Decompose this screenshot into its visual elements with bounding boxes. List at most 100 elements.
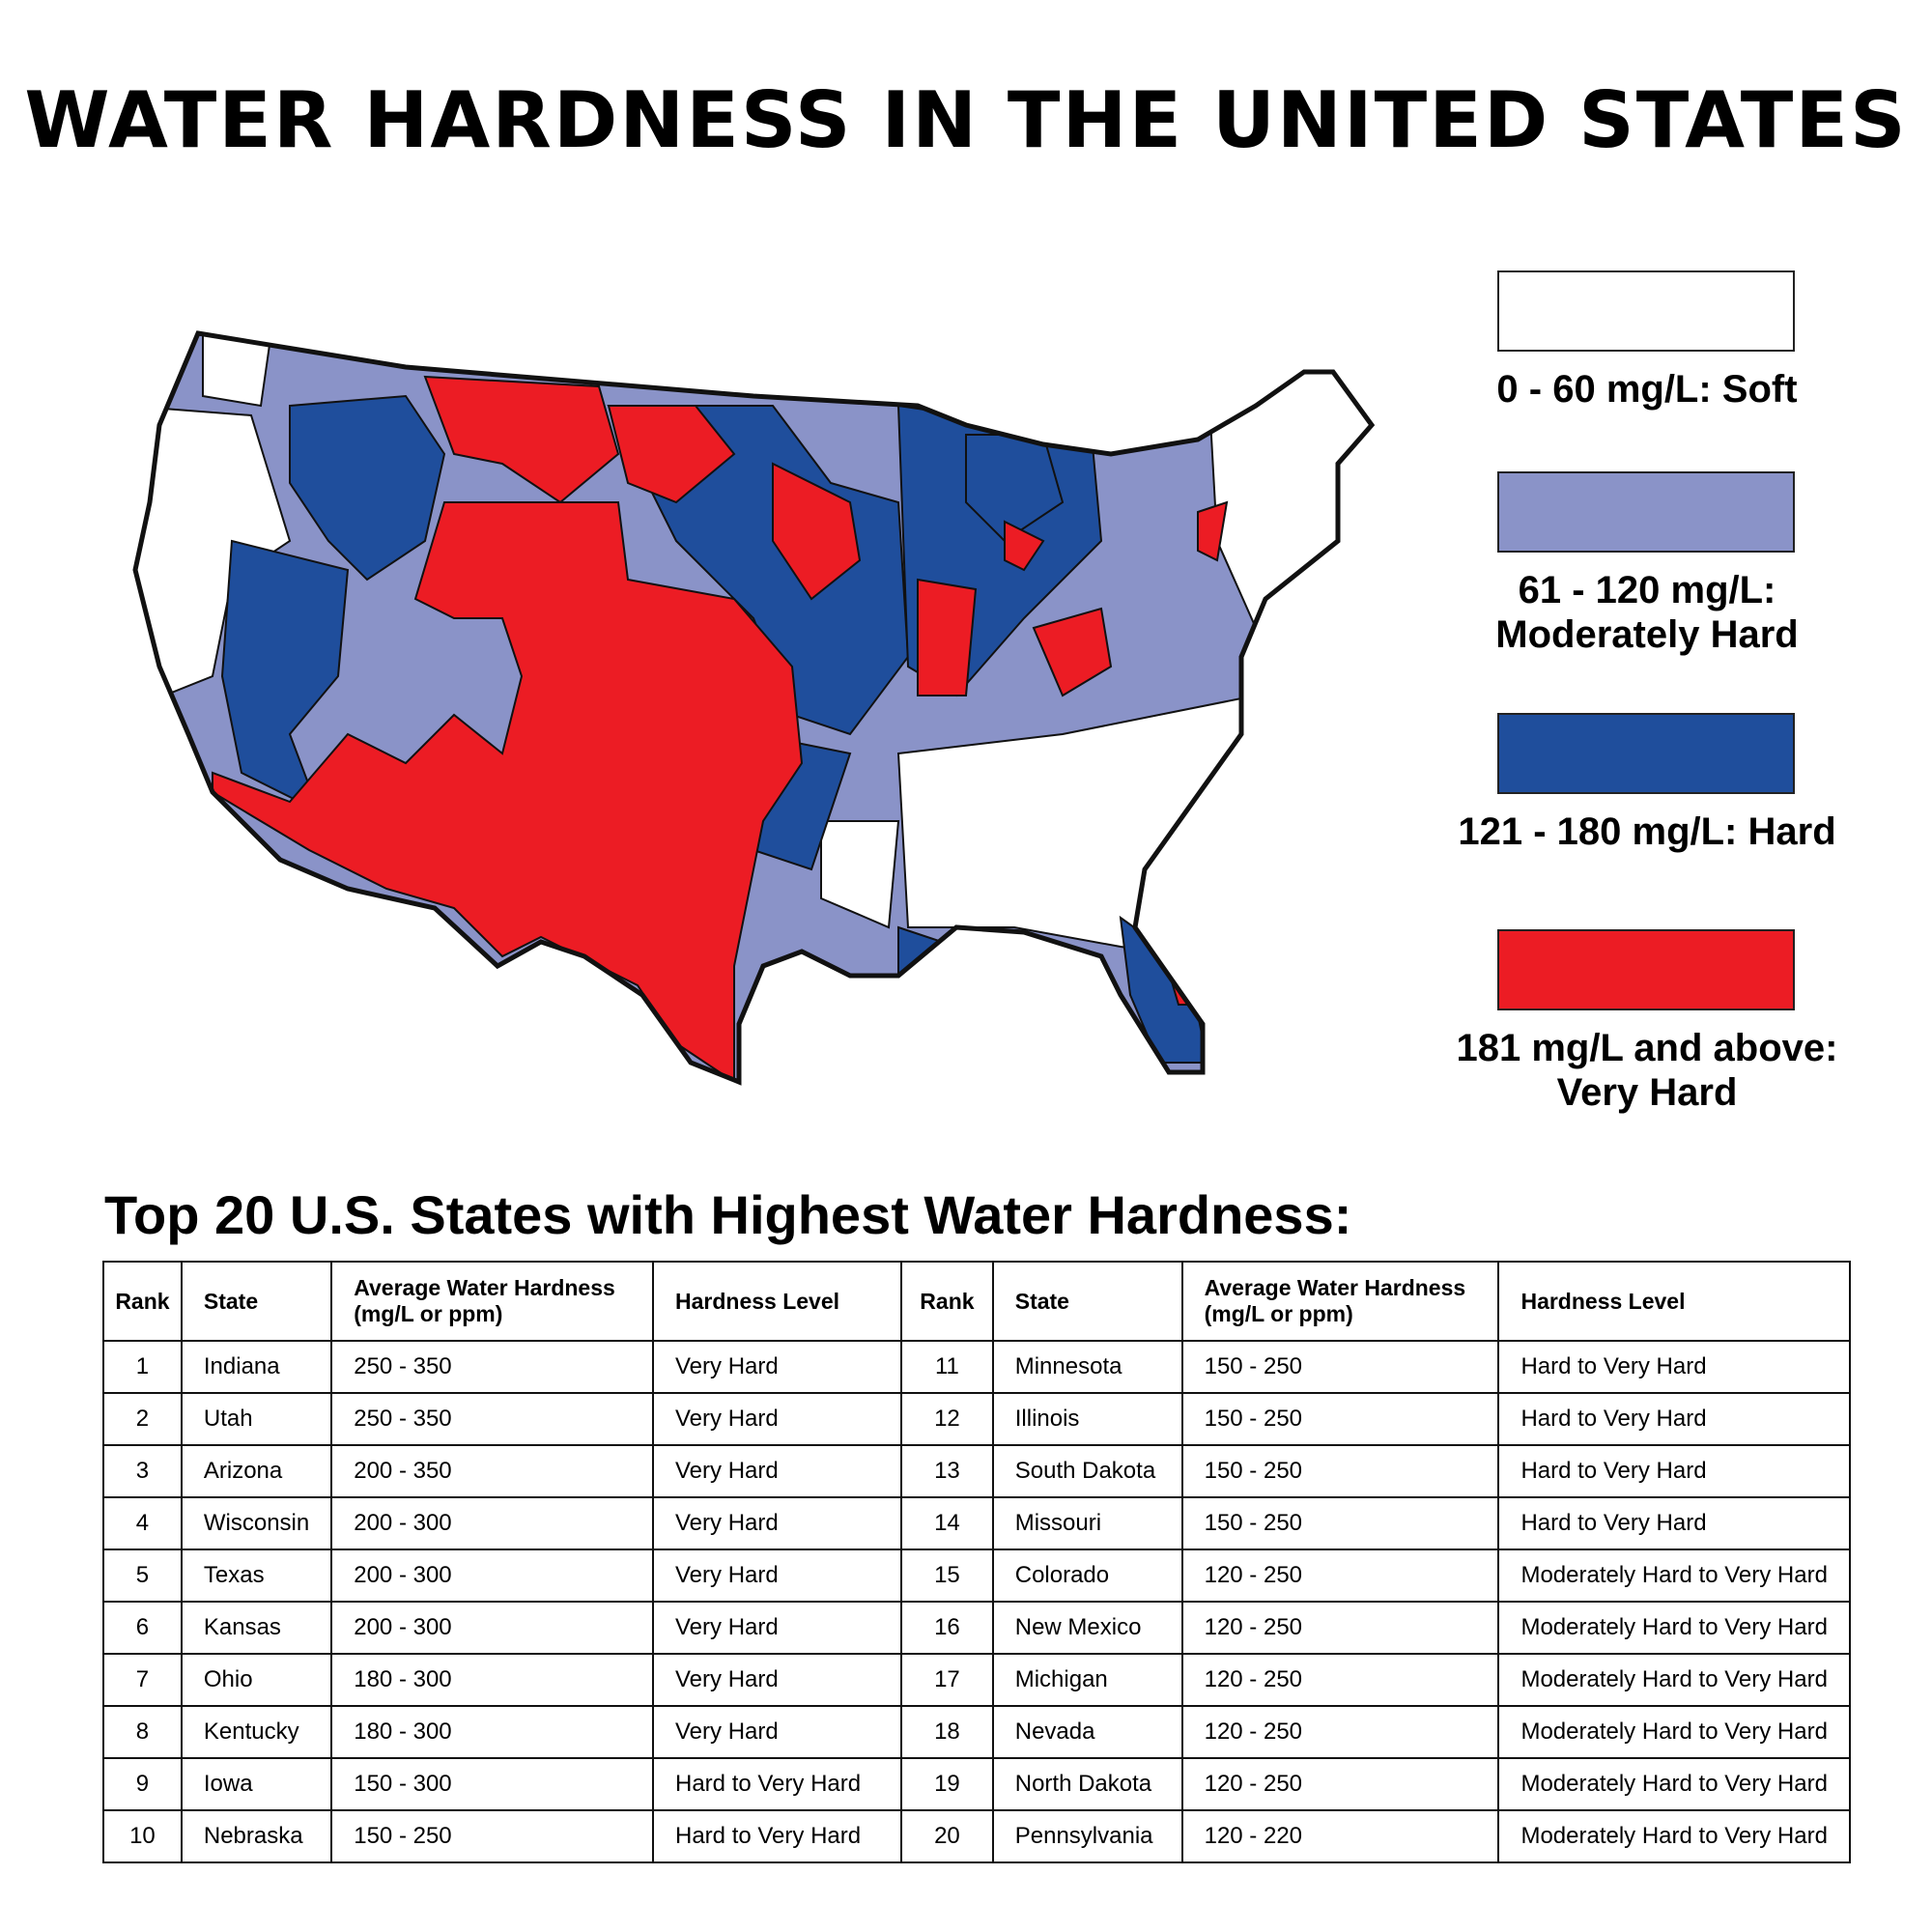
table-cell: 120 - 250: [1180, 1653, 1500, 1707]
table-cell: Nebraska: [180, 1809, 333, 1863]
table-cell: 150 - 250: [1180, 1444, 1500, 1498]
legend-label-line: Moderately Hard: [1495, 613, 1799, 656]
table-cell: 150 - 250: [1180, 1340, 1500, 1394]
column-header: Hardness Level: [651, 1261, 903, 1342]
legend-label: 181 mg/L and above: Very Hard: [1430, 1026, 1864, 1115]
hardness-region: [1032, 607, 1113, 697]
table-cell: 20: [900, 1809, 994, 1863]
table-cell: 200 - 350: [330, 1444, 654, 1498]
table-cell: 120 - 250: [1180, 1601, 1500, 1655]
table-cell: 6: [102, 1601, 183, 1655]
table-cell: Hard to Very Hard: [651, 1757, 903, 1811]
table-cell: 200 - 300: [330, 1496, 654, 1550]
table-cell: North Dakota: [991, 1757, 1183, 1811]
table-row: 7 Ohio 180 - 300 Very Hard 17 Michigan 120 - 2…: [102, 1653, 1851, 1707]
legend-swatch: [1497, 713, 1795, 794]
table-cell: 250 - 350: [330, 1340, 654, 1394]
table-cell: Very Hard: [651, 1496, 903, 1550]
table-cell: 150 - 250: [1180, 1496, 1500, 1550]
legend-swatch: [1497, 929, 1795, 1010]
table-cell: 4: [102, 1496, 183, 1550]
table-cell: Very Hard: [651, 1705, 903, 1759]
table-cell: 7: [102, 1653, 183, 1707]
legend-label-line: 61 - 120 mg/L:: [1518, 569, 1776, 611]
table-cell: Michigan: [991, 1653, 1183, 1707]
legend-label-line: 0 - 60 mg/L: Soft: [1496, 368, 1798, 411]
table-cell: Very Hard: [651, 1444, 903, 1498]
table-cell: 120 - 220: [1180, 1809, 1500, 1863]
table-cell: 12: [900, 1392, 994, 1446]
table-cell: Moderately Hard to Very Hard: [1497, 1705, 1851, 1759]
table-cell: Utah: [180, 1392, 333, 1446]
table-cell: 120 - 250: [1180, 1757, 1500, 1811]
table-cell: Moderately Hard to Very Hard: [1497, 1653, 1851, 1707]
table-cell: Moderately Hard to Very Hard: [1497, 1601, 1851, 1655]
table-cell: 18: [900, 1705, 994, 1759]
table-cell: 120 - 250: [1180, 1548, 1500, 1603]
legend-label: 61 - 120 mg/L: Moderately Hard: [1430, 568, 1864, 657]
table-row: 10 Nebraska 150 - 250 Hard to Very Hard 20 Pe…: [102, 1809, 1851, 1863]
column-header: State: [991, 1261, 1183, 1342]
table-cell: Moderately Hard to Very Hard: [1497, 1809, 1851, 1863]
table-cell: 3: [102, 1444, 183, 1498]
table-cell: South Dakota: [991, 1444, 1183, 1498]
us-map: [132, 330, 1376, 1086]
table-cell: 8: [102, 1705, 183, 1759]
table-row: 3 Arizona 200 - 350 Very Hard 13 South Dakota…: [102, 1444, 1851, 1498]
hardness-region: [135, 404, 292, 697]
table-row: 1 Indiana 250 - 350 Very Hard 11 Minnesota 150…: [102, 1340, 1851, 1394]
legend-swatch: [1497, 471, 1795, 553]
table-cell: Nevada: [991, 1705, 1183, 1759]
column-header: Rank: [900, 1261, 994, 1342]
table-cell: 9: [102, 1757, 183, 1811]
table-cell: 14: [900, 1496, 994, 1550]
hardness-table: Rank State Average Water Hardness (mg/L or…: [102, 1261, 1851, 1863]
table-cell: Kentucky: [180, 1705, 333, 1759]
table-cell: Hard to Very Hard: [1497, 1496, 1851, 1550]
table-cell: 1: [102, 1340, 183, 1394]
table-cell: 19: [900, 1757, 994, 1811]
table-cell: 200 - 300: [330, 1601, 654, 1655]
table-cell: 10: [102, 1809, 183, 1863]
table-cell: 15: [900, 1548, 994, 1603]
table-cell: 11: [900, 1340, 994, 1394]
legend-label-line: Very Hard: [1556, 1071, 1738, 1114]
table-title: Top 20 U.S. States with Highest Water Ha…: [104, 1184, 1352, 1245]
table-row: 5 Texas 200 - 300 Very Hard 15 Colorado 120 - …: [102, 1548, 1851, 1603]
table-cell: Hard to Very Hard: [1497, 1444, 1851, 1498]
hardness-region: [607, 405, 736, 504]
table-cell: 150 - 250: [1180, 1392, 1500, 1446]
table-cell: Iowa: [180, 1757, 333, 1811]
table-cell: Very Hard: [651, 1601, 903, 1655]
hardness-region: [220, 539, 350, 814]
table-row: 4 Wisconsin 200 - 300 Very Hard 14 Missouri 15…: [102, 1496, 1851, 1550]
legend-swatch: [1497, 270, 1795, 352]
legend-label-line: 181 mg/L and above:: [1456, 1027, 1838, 1069]
hardness-region: [820, 820, 900, 929]
table-cell: Moderately Hard to Very Hard: [1497, 1548, 1851, 1603]
table-row: 2 Utah 250 - 350 Very Hard 12 Illinois 150 - 2…: [102, 1392, 1851, 1446]
column-header: Average Water Hardness (mg/L or ppm): [1180, 1261, 1500, 1342]
legend-label-line: 121 - 180 mg/L: Hard: [1458, 810, 1836, 853]
table-cell: New Mexico: [991, 1601, 1183, 1655]
table-cell: 2: [102, 1392, 183, 1446]
table-cell: Pennsylvania: [991, 1809, 1183, 1863]
table-row: 6 Kansas 200 - 300 Very Hard 16 New Mexico 120…: [102, 1601, 1851, 1655]
table-cell: Very Hard: [651, 1340, 903, 1394]
table-cell: 180 - 300: [330, 1705, 654, 1759]
table-cell: Moderately Hard to Very Hard: [1497, 1757, 1851, 1811]
table-cell: Hard to Very Hard: [1497, 1392, 1851, 1446]
table-row: 8 Kentucky 180 - 300 Very Hard 18 Nevada 120 -…: [102, 1705, 1851, 1759]
legend-label: 121 - 180 mg/L: Hard: [1430, 810, 1864, 854]
table-cell: Texas: [180, 1548, 333, 1603]
table-cell: Illinois: [991, 1392, 1183, 1446]
table-cell: Wisconsin: [180, 1496, 333, 1550]
hardness-region: [917, 578, 978, 696]
page-title: WATER HARDNESS IN THE UNITED STATES: [24, 75, 1908, 165]
table-cell: 180 - 300: [330, 1653, 654, 1707]
table-cell: Kansas: [180, 1601, 333, 1655]
table-cell: Missouri: [991, 1496, 1183, 1550]
legend-label: 0 - 60 mg/L: Soft: [1430, 367, 1864, 412]
table-row: 9 Iowa 150 - 300 Hard to Very Hard 19 North D…: [102, 1757, 1851, 1811]
